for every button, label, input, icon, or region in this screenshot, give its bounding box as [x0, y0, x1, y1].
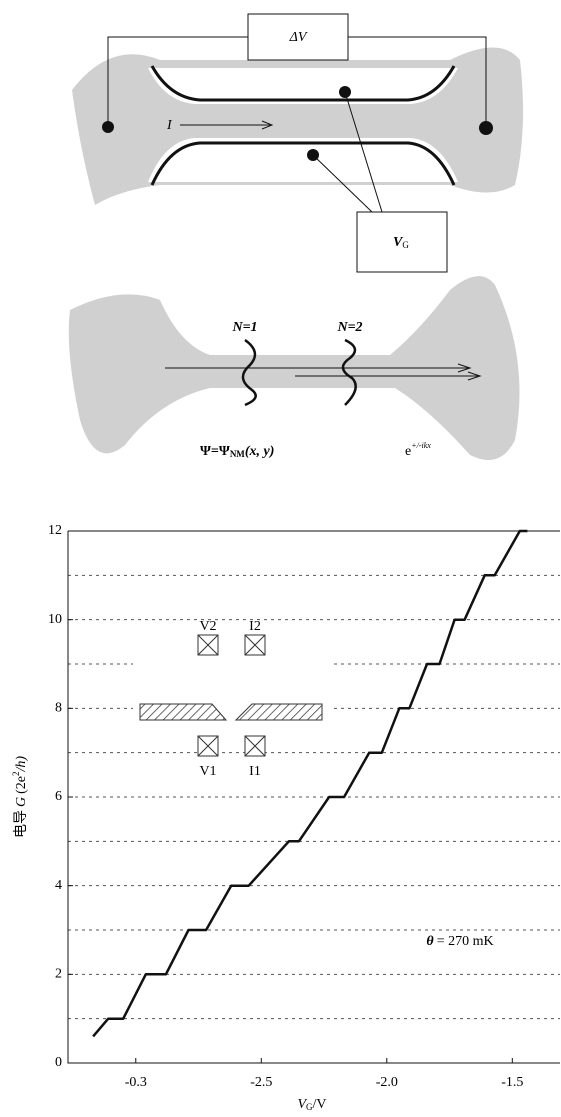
y-tick-label: 4: [55, 878, 62, 893]
mode-label: N=1: [231, 320, 257, 335]
gate: [236, 704, 322, 720]
inset-label: I1: [249, 764, 261, 779]
psi-args: (x, y): [245, 444, 275, 459]
x-tick-label: -2.0: [376, 1075, 398, 1090]
y-tick-label: 0: [55, 1055, 62, 1070]
inset-label: I2: [249, 619, 261, 634]
x-axis-label: VG/V: [297, 1097, 326, 1112]
y-label-open: (2e: [14, 776, 29, 794]
gate: [140, 704, 226, 720]
x-tick-label: -2.5: [250, 1075, 272, 1090]
annotation: θ= 270 mK: [426, 934, 493, 949]
y-tick-label: 2: [55, 967, 62, 982]
annotation-symbol: θ: [426, 934, 434, 949]
annotation-text: = 270 mK: [437, 934, 494, 949]
x-label-unit: /V: [313, 1097, 327, 1112]
x-tick-label: -1.5: [501, 1075, 523, 1090]
contact: [479, 121, 493, 135]
x-tick-label: -0.3: [125, 1075, 147, 1090]
y-tick-label: 8: [55, 701, 62, 716]
y-tick-label: 10: [48, 612, 62, 627]
y-tick-label: 12: [48, 523, 62, 538]
y-label-prefix: 电导: [13, 810, 29, 838]
plane-wave: e+/-ikx: [405, 441, 431, 459]
plot: 0 2 4 6 8 10 12 -0.3 -2.5 -2.0 -1.5 V2 I2 V1 I1 θ= 270 …: [48, 523, 560, 1090]
y-tick-label: 6: [55, 789, 62, 804]
mode-label: N=2: [336, 320, 362, 335]
wavefunction: Ψ=ΨNM(x, y): [200, 444, 274, 459]
plane-wave-exponent: +/-ikx: [411, 441, 431, 450]
top-diagram: ΔV VG I: [72, 14, 523, 272]
inset-label: V2: [199, 619, 216, 634]
contact: [102, 121, 114, 133]
bottom-diagram: N=1 N=2 Ψ=ΨNM(x, y) e+/-ikx: [69, 276, 520, 460]
psi: Ψ=Ψ: [200, 444, 230, 459]
conductance-curve: [93, 531, 527, 1036]
figure: ΔV VG I N=1 N=2 Ψ=ΨNM(x, y) e+/-ikx 电导 G (…: [0, 0, 561, 1117]
psi-subscript: NM: [230, 449, 245, 459]
gate-subscript: G: [402, 240, 409, 250]
y-axis-label: 电导G(2e2/h): [11, 756, 29, 838]
page: {"diagram_top": {"voltage_label": "ΔV", …: [0, 0, 561, 1117]
voltage-label: ΔV: [289, 30, 308, 45]
y-label-close: /h): [14, 756, 29, 773]
y-label-symbol: G: [14, 797, 29, 807]
inset-label: V1: [199, 764, 216, 779]
